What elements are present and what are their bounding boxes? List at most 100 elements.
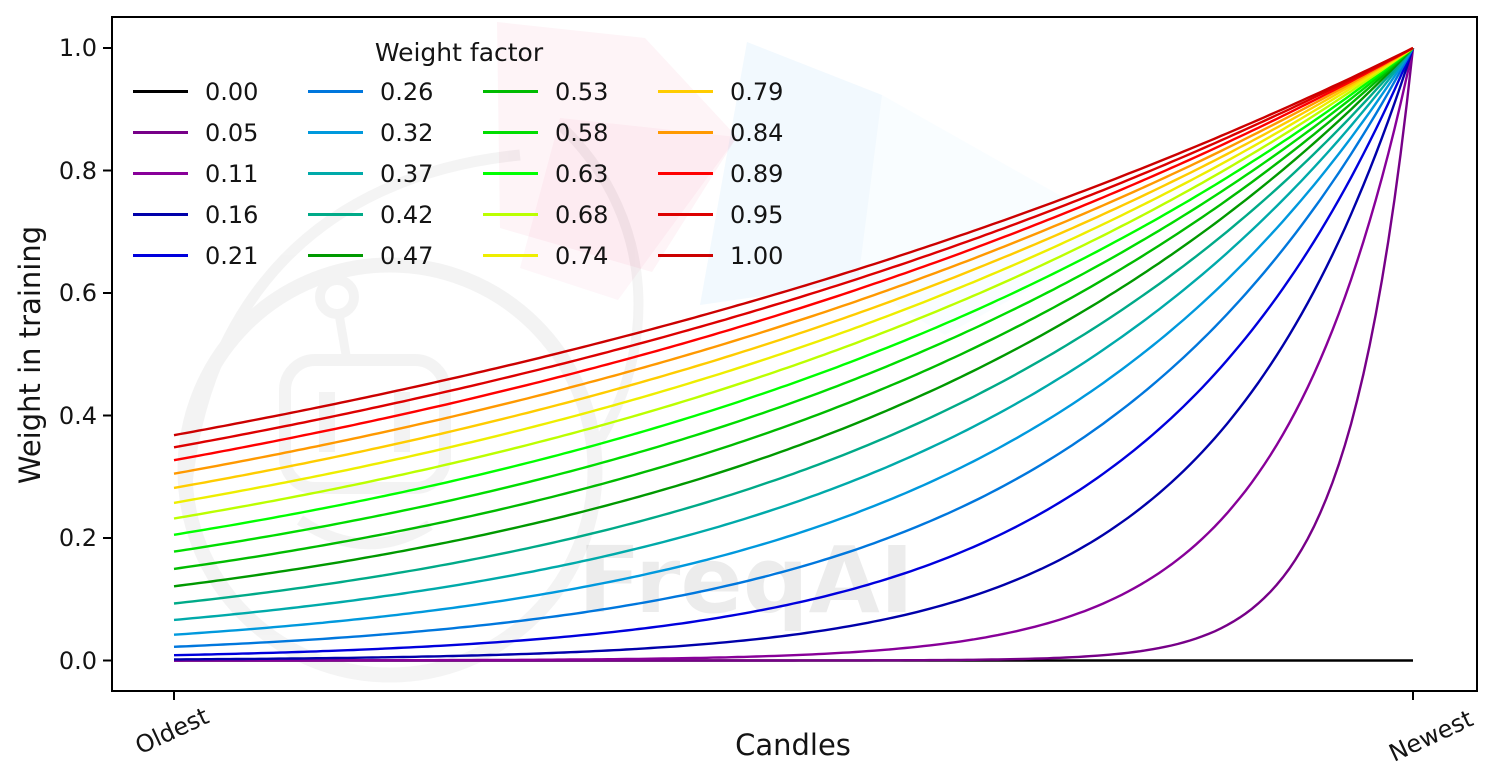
logo-antenna-ball — [315, 275, 359, 319]
legend-label-0.47: 0.47 — [380, 241, 434, 270]
legend-grid: 0.00 0.05 0.11 0.16 0.21 0.26 0.32 0.37 0.42 0.47… — [133, 71, 833, 276]
legend-title: Weight factor — [374, 38, 544, 67]
legend-label-0.37: 0.37 — [380, 159, 434, 188]
legend-entry-0.32: 0.32 — [308, 112, 483, 153]
legend-entry-0.84: 0.84 — [658, 112, 833, 153]
legend-swatch-0.21 — [133, 254, 188, 257]
legend-swatch-0.26 — [308, 90, 363, 93]
curve-weight-factor-0.42 — [173, 47, 1414, 605]
curve-weight-factor-0.16 — [174, 47, 1415, 661]
legend-label-0.74: 0.74 — [555, 241, 609, 270]
curve-weight-factor-0.95 — [173, 46, 1414, 449]
watermark-blue-shard — [700, 42, 882, 305]
legend-swatch-0.00 — [133, 90, 188, 93]
watermark-pink-shard — [520, 118, 737, 300]
y-axis-label: Weight in training — [13, 225, 47, 485]
legend-label-0.53: 0.53 — [555, 77, 609, 106]
legend-entry-0.53: 0.53 — [483, 71, 658, 112]
curve-weight-factor-0.32 — [173, 47, 1415, 636]
watermark-blue-shard — [858, 95, 1130, 335]
legend-label-0.05: 0.05 — [205, 118, 259, 147]
axes-group — [103, 16, 1478, 700]
x-axis-label: Candles — [735, 728, 851, 762]
logo-robot-head — [279, 354, 451, 494]
curve-weight-factor-0.79 — [173, 46, 1414, 490]
curve-weight-factor-0.84 — [173, 46, 1414, 475]
legend-entry-0.42: 0.42 — [308, 194, 483, 235]
legend-swatch-0.74 — [483, 254, 538, 257]
curve-weight-factor-0.37 — [173, 47, 1414, 622]
legend-label-1.00: 1.00 — [730, 241, 784, 270]
legend-label-0.58: 0.58 — [555, 118, 609, 147]
logo-swirl-arc — [179, 149, 521, 506]
legend-swatch-0.79 — [658, 90, 713, 93]
curve-weight-factor-0.11 — [174, 47, 1415, 662]
legend-swatch-0.53 — [483, 90, 538, 93]
legend-label-0.84: 0.84 — [730, 118, 784, 147]
legend-label-0.16: 0.16 — [205, 200, 259, 229]
legend-label-0.63: 0.63 — [555, 159, 609, 188]
legend-entry-0.63: 0.63 — [483, 153, 658, 194]
curve-weight-factor-0.26 — [173, 47, 1415, 648]
logo-outer-circle — [177, 257, 603, 683]
curve-weight-factor-0.58 — [173, 47, 1414, 553]
legend-swatch-0.42 — [308, 213, 363, 216]
curve-weight-factor-0.74 — [173, 46, 1414, 505]
legend-swatch-0.84 — [658, 131, 713, 134]
curve-weight-factor-0.21 — [173, 47, 1415, 657]
legend-entry-0.47: 0.47 — [308, 235, 483, 276]
curve-weight-factor-0.53 — [173, 47, 1414, 571]
curves-group — [173, 46, 1415, 662]
logo-swirl-arc — [556, 121, 644, 443]
legend-swatch-0.89 — [658, 172, 713, 175]
curve-weight-factor-0.47 — [173, 47, 1414, 588]
legend-swatch-1.00 — [658, 254, 713, 257]
legend-entry-0.89: 0.89 — [658, 153, 833, 194]
logo-robot-mouth — [296, 515, 433, 550]
axes-frame — [111, 16, 1478, 692]
legend-entry-0.95: 0.95 — [658, 194, 833, 235]
y-tick-label-1.0: 1.0 — [58, 34, 97, 62]
legend-swatch-0.95 — [658, 213, 713, 216]
legend-label-0.00: 0.00 — [205, 77, 259, 106]
legend-swatch-0.11 — [133, 172, 188, 175]
legend-swatch-0.05 — [133, 131, 188, 134]
legend-entry-0.74: 0.74 — [483, 235, 658, 276]
legend-label-0.42: 0.42 — [380, 200, 434, 229]
legend-label-0.21: 0.21 — [205, 241, 259, 270]
legend-swatch-0.32 — [308, 131, 363, 134]
watermark-pink-shard — [497, 22, 737, 272]
legend-label-0.26: 0.26 — [380, 77, 434, 106]
curve-weight-factor-0.89 — [173, 46, 1414, 462]
curve-weight-factor-1.00 — [173, 46, 1414, 437]
logo-antenna-stem — [334, 313, 351, 356]
watermark-shapes — [497, 22, 1130, 335]
legend-entry-0.79: 0.79 — [658, 71, 833, 112]
y-tick-label-0.4: 0.4 — [58, 401, 97, 430]
legend-label-0.95: 0.95 — [730, 200, 784, 229]
legend-entry-0.26: 0.26 — [308, 71, 483, 112]
legend-entry-0.16: 0.16 — [133, 194, 308, 235]
legend-swatch-0.63 — [483, 172, 538, 175]
y-tick-label-0.2: 0.2 — [58, 524, 97, 552]
legend-label-0.32: 0.32 — [380, 118, 434, 147]
y-tick-label-0.8: 0.8 — [58, 156, 97, 185]
legend-label-0.89: 0.89 — [730, 159, 784, 188]
legend-entry-0.05: 0.05 — [133, 112, 308, 153]
legend-entry-0.58: 0.58 — [483, 112, 658, 153]
legend-label-0.11: 0.11 — [205, 159, 259, 188]
legend-label-0.79: 0.79 — [730, 77, 784, 106]
legend-entry-0.68: 0.68 — [483, 194, 658, 235]
legend-swatch-0.16 — [133, 213, 188, 216]
legend-entry-1.00: 1.00 — [658, 235, 833, 276]
legend-swatch-0.68 — [483, 213, 538, 216]
legend-entry-0.21: 0.21 — [133, 235, 308, 276]
y-tick-label-0.0: 0.0 — [58, 646, 97, 675]
legend-entry-0.00: 0.00 — [133, 71, 308, 112]
curve-weight-factor-0.63 — [173, 47, 1414, 536]
y-tick-label-0.6: 0.6 — [58, 279, 97, 307]
curve-weight-factor-0.68 — [173, 47, 1414, 520]
legend-entry-0.37: 0.37 — [308, 153, 483, 194]
